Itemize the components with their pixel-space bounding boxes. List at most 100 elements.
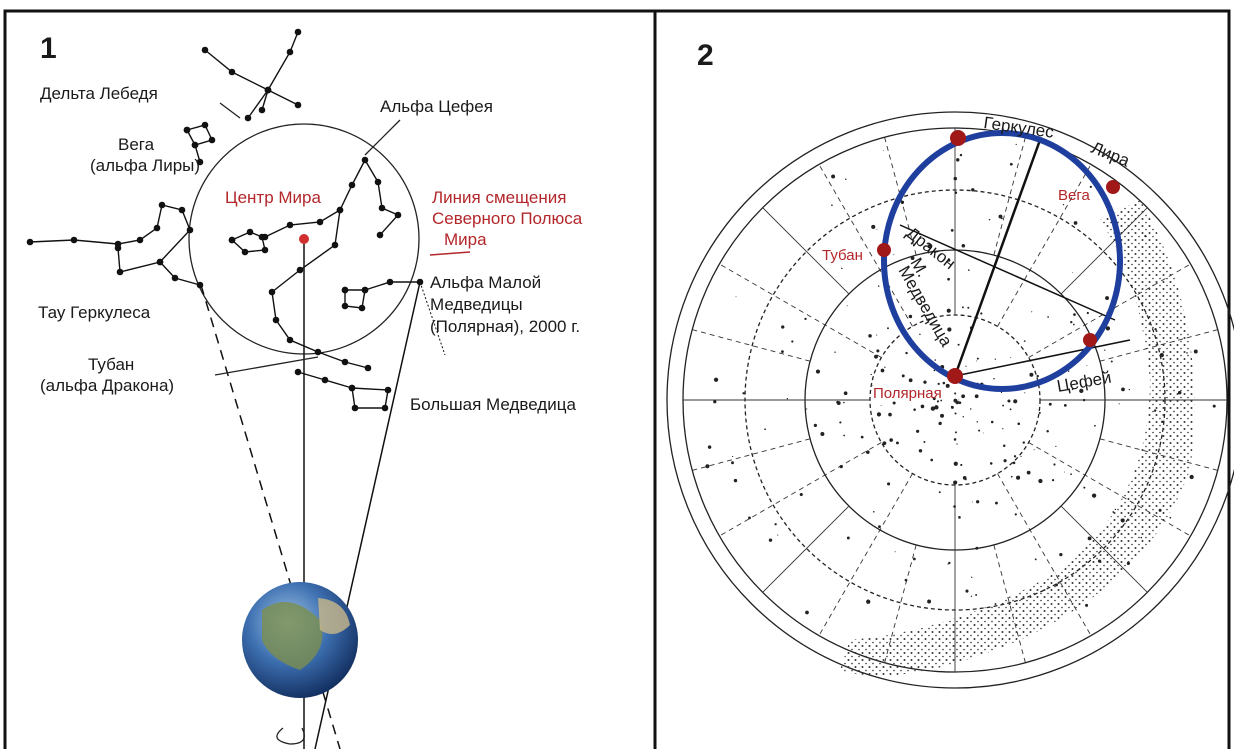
star	[1114, 508, 1117, 511]
star	[941, 315, 943, 317]
star	[1128, 388, 1130, 391]
star	[351, 404, 359, 412]
star	[950, 405, 952, 407]
star	[927, 244, 932, 249]
star	[1051, 479, 1055, 482]
star	[1140, 536, 1143, 539]
star	[860, 238, 862, 240]
star	[1097, 559, 1102, 563]
star	[933, 369, 936, 372]
star	[877, 285, 880, 287]
star	[889, 438, 893, 442]
label: Центр Мира	[225, 188, 321, 207]
panel-number: 1	[40, 32, 57, 65]
star	[1193, 349, 1198, 354]
star	[272, 316, 280, 324]
star-marker	[1083, 333, 1097, 347]
star	[988, 218, 991, 221]
star	[990, 420, 994, 424]
star	[843, 391, 848, 396]
star	[876, 229, 878, 231]
star	[912, 557, 916, 561]
star	[874, 354, 878, 359]
star	[374, 178, 382, 186]
star	[286, 48, 294, 56]
rotation-arrow	[276, 727, 305, 745]
star	[804, 317, 807, 321]
star	[777, 534, 779, 536]
star	[1112, 511, 1115, 513]
star	[955, 400, 959, 405]
star	[733, 478, 738, 483]
milky-way	[840, 200, 1195, 676]
star	[900, 200, 905, 205]
frame	[3, 9, 1231, 749]
star	[960, 463, 963, 467]
panel-number: 2	[697, 39, 714, 72]
star	[805, 610, 809, 615]
star	[947, 563, 949, 565]
star	[956, 158, 960, 162]
star	[882, 441, 887, 446]
star	[1072, 323, 1075, 326]
constellation-line	[204, 49, 299, 106]
star	[820, 431, 825, 436]
star	[954, 398, 957, 401]
star	[1046, 429, 1049, 433]
meridian	[997, 164, 1092, 327]
star	[361, 156, 369, 164]
star	[910, 256, 915, 260]
meridian	[993, 137, 1026, 256]
star	[1023, 340, 1026, 342]
star	[742, 392, 745, 395]
star	[341, 358, 349, 366]
meridian	[1028, 442, 1191, 537]
star	[1024, 392, 1026, 394]
star	[321, 376, 329, 384]
star	[268, 288, 276, 296]
star	[976, 500, 980, 504]
star	[732, 455, 734, 458]
star	[1013, 455, 1017, 458]
meridian	[692, 329, 811, 362]
star	[975, 593, 978, 596]
constellation-line	[271, 209, 369, 369]
star	[998, 214, 1003, 219]
star	[1022, 441, 1025, 444]
land	[262, 602, 323, 670]
star	[1036, 374, 1039, 378]
star	[846, 536, 850, 540]
star	[876, 412, 882, 417]
star	[953, 480, 958, 485]
star	[836, 400, 839, 404]
label: Лира	[1089, 138, 1133, 171]
star	[378, 204, 386, 212]
star	[1033, 449, 1035, 451]
star	[158, 201, 166, 209]
star	[781, 325, 785, 329]
label: Северного Полюса	[432, 209, 583, 228]
star	[1063, 404, 1067, 407]
star	[1002, 444, 1006, 447]
meridian	[997, 473, 1092, 636]
star	[954, 191, 958, 194]
star	[894, 551, 896, 553]
star	[961, 243, 966, 248]
star	[1126, 561, 1130, 565]
star	[880, 405, 882, 407]
chart-rim	[666, 111, 1234, 689]
star	[707, 445, 712, 449]
star	[376, 231, 384, 239]
star	[839, 464, 843, 469]
label: Вега	[1058, 187, 1090, 204]
pointer	[364, 119, 401, 156]
star	[1083, 486, 1086, 489]
label: Альфа Малой	[430, 273, 541, 292]
constellation-line	[29, 204, 191, 273]
star	[153, 224, 161, 232]
star	[965, 365, 967, 367]
star	[1105, 326, 1111, 331]
star	[1089, 185, 1092, 188]
star	[731, 461, 734, 465]
star	[957, 343, 960, 346]
